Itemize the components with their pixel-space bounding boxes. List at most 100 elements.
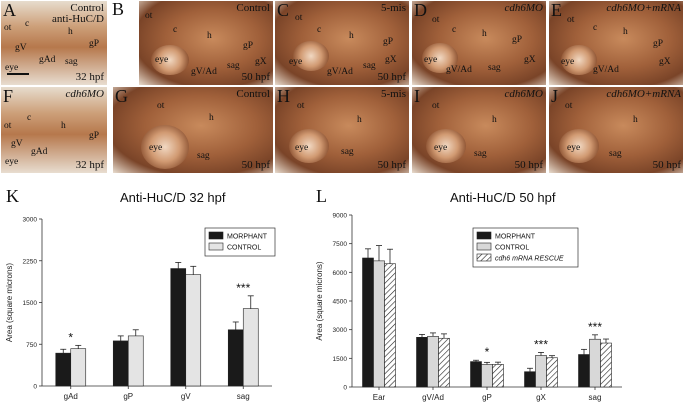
bar <box>578 354 590 388</box>
panel-time: 50 hpf <box>377 159 406 171</box>
chart-k-title: Anti-HuC/D 32 hpf <box>120 190 226 205</box>
bar <box>185 274 202 387</box>
label-h: h <box>492 115 497 125</box>
bar <box>524 371 536 388</box>
label-ot: ot <box>157 101 165 111</box>
legend-swatch <box>208 231 224 240</box>
label-eye: eye <box>434 143 448 153</box>
label-h: h <box>209 113 214 123</box>
label-ot: ot <box>295 13 303 23</box>
label-gP: gP <box>89 39 100 49</box>
legend: MORPHANT CONTROL cdh6 mRNA RESCUE <box>472 227 579 268</box>
label-sag: sag <box>609 149 622 159</box>
bar <box>535 355 547 388</box>
label-gAd: gAd <box>39 55 56 65</box>
significance-label: *** <box>588 320 602 334</box>
label-h: h <box>207 31 212 41</box>
x-tick-label: gP <box>482 393 492 402</box>
y-tick-label: 1500 <box>333 356 348 363</box>
label-sag: sag <box>488 63 501 73</box>
label-gX: gX <box>524 55 536 65</box>
label-sag: sag <box>197 151 210 161</box>
label-ot: ot <box>145 11 153 21</box>
label-sag: sag <box>65 57 78 67</box>
label-c: c <box>317 25 322 35</box>
x-tick-label: gV/Ad <box>422 393 444 402</box>
chart-letter-k: K <box>6 186 19 206</box>
panel-title: cdh6MO+mRNA <box>606 2 681 14</box>
eye-shape <box>422 43 458 73</box>
y-tick-label: 6000 <box>333 270 348 277</box>
label-c: c <box>25 19 30 29</box>
bar <box>127 335 144 387</box>
label-eye: eye <box>155 55 169 65</box>
label-gV: gV <box>15 43 27 53</box>
panel-letter: A <box>3 0 16 20</box>
label-gVAd: gV/Ad <box>446 65 472 75</box>
label-sag: sag <box>227 61 240 71</box>
y-tick-label: 0 <box>33 384 37 391</box>
panel-i: I cdh6MO ot h sag eye 50 hpf <box>411 86 547 174</box>
significance-label: * <box>68 330 73 344</box>
panel-h: H 5-mis ot h sag eye 50 hpf <box>274 86 410 174</box>
panel-f: F cdh6MO ot c h gP gV gAd eye 32 hpf <box>0 86 108 174</box>
label-eye: eye <box>5 157 19 167</box>
label-eye: eye <box>561 57 575 67</box>
label-gP: gP <box>653 39 664 49</box>
label-h: h <box>633 115 638 125</box>
legend-label: CONTROL <box>227 245 261 252</box>
chart-k: 0 750 1500 2250 3000 Area (square microns) gAd… <box>5 217 276 401</box>
label-sag: sag <box>341 147 354 157</box>
x-tick-label: gP <box>123 392 133 401</box>
label-c: c <box>27 113 32 123</box>
eye-shape <box>293 41 329 71</box>
label-h: h <box>357 115 362 125</box>
panel-title: cdh6MO <box>504 88 544 100</box>
y-tick-label: 4500 <box>333 299 348 306</box>
x-tick-label: gAd <box>64 392 78 401</box>
label-gVAd: gV/Ad <box>593 65 619 75</box>
label-gAd: gAd <box>31 147 48 157</box>
significance-label: * <box>485 345 490 359</box>
panel-letter: C <box>277 0 290 20</box>
label-gVAd: gV/Ad <box>327 67 353 77</box>
bar <box>70 348 87 387</box>
bar <box>546 357 558 388</box>
eye-shape <box>289 129 329 163</box>
label-gX: gX <box>659 57 671 67</box>
y-tick-label: 3000 <box>23 217 38 224</box>
eye-shape <box>141 125 189 169</box>
label-gP: gP <box>512 35 523 45</box>
y-tick-label: 1500 <box>23 300 38 307</box>
bar <box>362 257 374 388</box>
x-tick-label: sag <box>237 392 250 401</box>
panel-title: Control anti-HuC/D <box>52 2 104 25</box>
panel-title: cdh6MO+mRNA <box>606 88 681 100</box>
panel-time: 32 hpf <box>75 159 104 171</box>
label-gX: gX <box>255 57 267 67</box>
y-tick-label: 9000 <box>333 213 348 220</box>
label-gP: gP <box>243 41 254 51</box>
panel-title: cdh6MO <box>504 2 544 14</box>
label-eye: eye <box>149 143 163 153</box>
label-eye: eye <box>567 143 581 153</box>
significance-label: *** <box>534 337 548 351</box>
panel-title: cdh6MO <box>65 88 105 100</box>
label-ot: ot <box>4 121 12 131</box>
label-h: h <box>349 31 354 41</box>
label-c: c <box>452 25 457 35</box>
panel-e: E cdh6MO+mRNA ot c h gP gX gV/Ad eye <box>548 0 683 86</box>
panel-time: 50 hpf <box>241 71 270 83</box>
scale-bar <box>7 73 29 75</box>
bar <box>55 352 72 387</box>
x-tick-label: gV <box>181 392 191 401</box>
x-tick-label: Ear <box>373 393 386 402</box>
panel-title: Control <box>236 88 270 100</box>
panel-b: B Control ot c h gP gX gV/Ad sag eye 50 … <box>138 0 274 86</box>
bar <box>427 336 439 388</box>
bar <box>470 361 482 388</box>
label-eye: eye <box>289 57 303 67</box>
legend: MORPHANT CONTROL <box>204 227 276 257</box>
label-gP: gP <box>89 131 100 141</box>
legend-label: cdh6 mRNA RESCUE <box>495 256 564 263</box>
